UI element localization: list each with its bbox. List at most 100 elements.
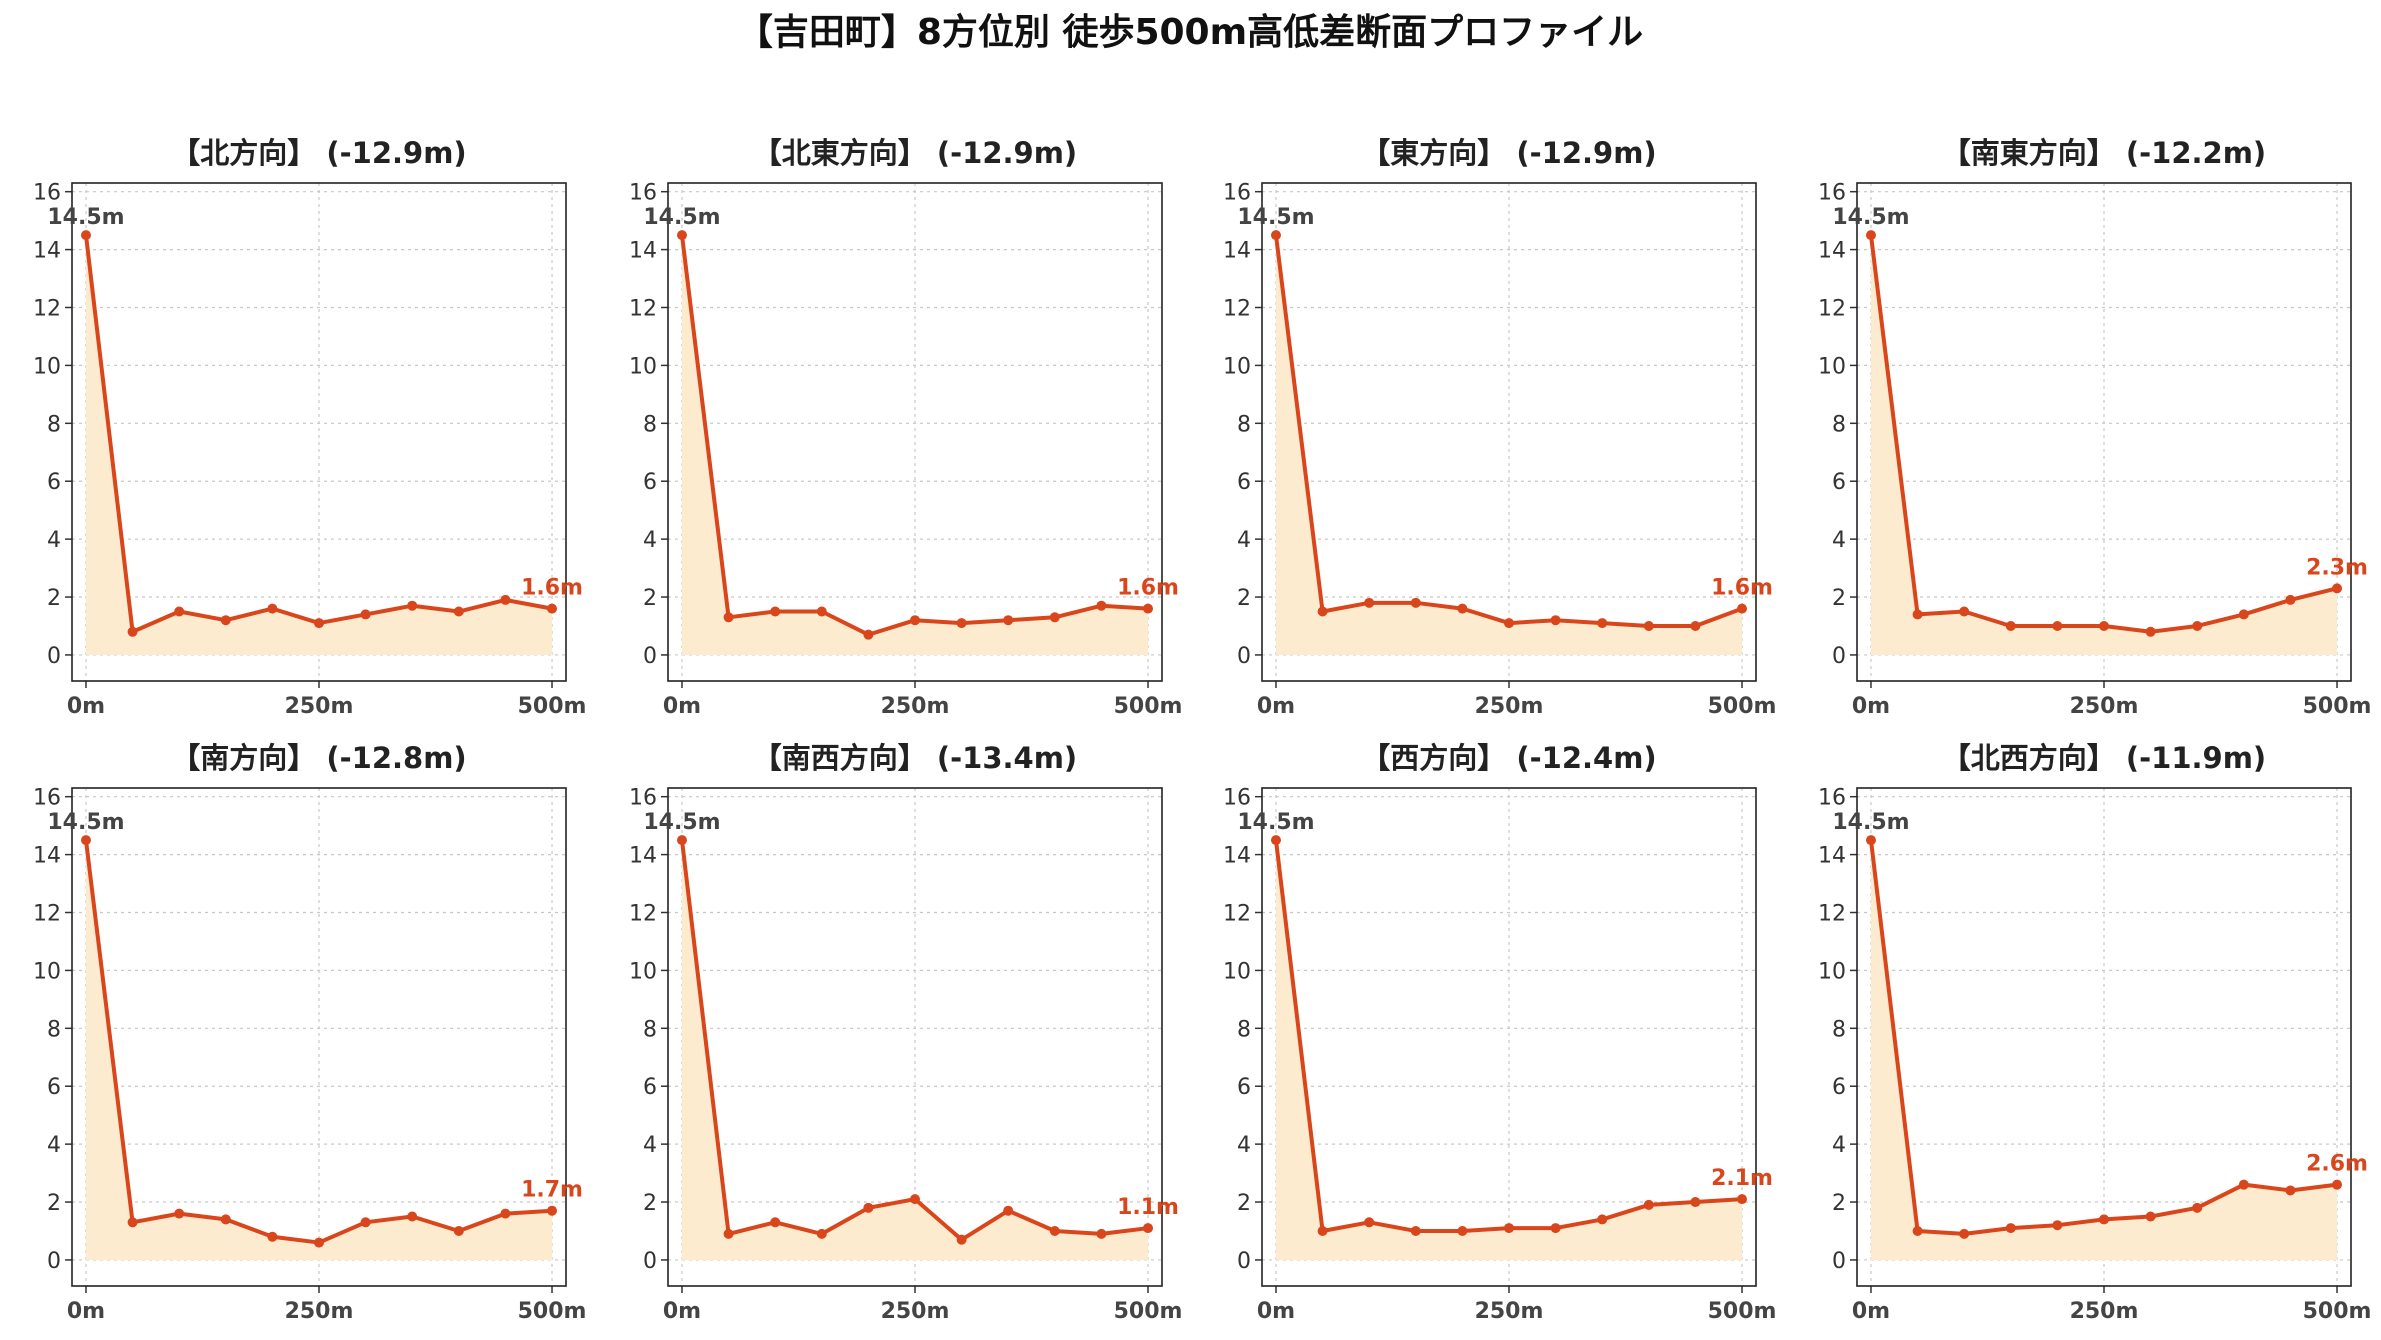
data-point (1270, 835, 1281, 846)
start-value-label: 14.5m (643, 205, 720, 230)
y-tick-label: 10 (33, 354, 61, 379)
y-tick-label: 2 (1237, 1191, 1251, 1216)
data-point (407, 600, 418, 611)
data-point (1049, 612, 1060, 623)
end-value-label: 1.6m (521, 576, 583, 601)
data-point (816, 606, 827, 617)
data-point (220, 615, 231, 626)
start-value-label: 14.5m (643, 810, 720, 835)
y-tick-label: 4 (643, 528, 657, 553)
data-point (723, 1228, 734, 1239)
y-tick-label: 2 (643, 1191, 657, 1216)
y-tick-label: 8 (1237, 412, 1251, 437)
profile-panel: 【北西方向】 (-11.9m) 0 2 4 6 8 10 12 14 16 0m 250m 500m 14… (1818, 741, 2371, 1324)
data-point (1737, 603, 1748, 614)
y-tick-label: 8 (47, 1017, 61, 1042)
data-point (1364, 597, 1375, 608)
y-tick-label: 16 (33, 786, 61, 811)
start-value-label: 14.5m (1237, 810, 1314, 835)
y-tick-label: 8 (643, 1017, 657, 1042)
data-point (863, 629, 874, 640)
y-tick-label: 16 (1223, 786, 1251, 811)
y-tick-label: 4 (1237, 528, 1251, 553)
y-tick-label: 4 (1832, 1133, 1846, 1158)
y-tick-label: 6 (1832, 1075, 1846, 1100)
data-point (1410, 597, 1421, 608)
y-tick-label: 6 (47, 470, 61, 495)
data-point (1457, 1225, 1468, 1236)
y-tick-label: 10 (1818, 959, 1846, 984)
axes-frame (667, 787, 1163, 1287)
y-tick-label: 12 (33, 297, 61, 322)
x-tick-label: 250m (2070, 1299, 2139, 1324)
y-tick-label: 4 (47, 528, 61, 553)
data-point (1643, 1199, 1654, 1210)
panel-grid: 【北方向】 (-12.9m) 0 2 4 6 8 10 12 14 16 0m 250m 500m 14.… (33, 136, 2371, 1324)
y-tick-label: 6 (1237, 470, 1251, 495)
data-point (1865, 230, 1876, 241)
data-point (2005, 1223, 2016, 1234)
profile-panel: 【北方向】 (-12.9m) 0 2 4 6 8 10 12 14 16 0m 250m 500m 14.… (33, 136, 586, 719)
data-point (863, 1202, 874, 1213)
data-point (1504, 1223, 1514, 1234)
profile-area (1275, 840, 1743, 1260)
data-point (1550, 1223, 1561, 1234)
profile-area (1870, 235, 2338, 655)
profile-area (681, 235, 1149, 655)
panel-title: 【南方向】 (-12.8m) (171, 741, 466, 775)
data-point (956, 1234, 967, 1245)
axes-frame (1261, 787, 1757, 1287)
axes-frame (71, 787, 567, 1287)
y-tick-label: 14 (33, 844, 61, 869)
y-tick-label: 0 (47, 644, 61, 669)
y-tick-label: 10 (33, 959, 61, 984)
y-tick-label: 2 (643, 586, 657, 611)
data-point (1550, 615, 1561, 626)
start-value-label: 14.5m (1832, 810, 1909, 835)
axes-frame (1856, 787, 2352, 1287)
data-point (1912, 1225, 1923, 1236)
data-point (2099, 1214, 2109, 1225)
data-point (2285, 1185, 2296, 1196)
y-tick-label: 12 (1223, 297, 1251, 322)
x-tick-label: 0m (1852, 1299, 1890, 1324)
y-tick-label: 8 (1832, 1017, 1846, 1042)
y-tick-label: 4 (643, 1133, 657, 1158)
data-point (1597, 618, 1608, 629)
data-point (1096, 600, 1107, 611)
data-point (500, 594, 511, 605)
data-point (910, 615, 920, 626)
data-point (1270, 230, 1281, 241)
data-point (2052, 1220, 2063, 1231)
data-point (1737, 1194, 1748, 1205)
data-point (314, 1237, 324, 1248)
data-point (1317, 606, 1328, 617)
data-point (676, 835, 687, 846)
y-tick-label: 6 (1237, 1075, 1251, 1100)
x-tick-label: 250m (2070, 694, 2139, 719)
data-point (500, 1208, 511, 1219)
x-tick-label: 500m (1708, 694, 1777, 719)
y-tick-label: 6 (643, 1075, 657, 1100)
data-point (1865, 835, 1876, 846)
data-point (407, 1211, 418, 1222)
y-tick-label: 0 (47, 1249, 61, 1274)
y-tick-label: 0 (1832, 644, 1846, 669)
start-value-label: 14.5m (47, 810, 124, 835)
data-point (127, 1217, 138, 1228)
y-tick-label: 0 (1237, 644, 1251, 669)
y-tick-label: 8 (1832, 412, 1846, 437)
y-tick-label: 0 (1832, 1249, 1846, 1274)
profile-panel: 【西方向】 (-12.4m) 0 2 4 6 8 10 12 14 16 0m 250m 500m 14.… (1223, 741, 1776, 1324)
data-point (174, 1208, 185, 1219)
data-point (956, 618, 967, 629)
y-tick-label: 12 (1818, 297, 1846, 322)
x-tick-label: 500m (1708, 1299, 1777, 1324)
data-point (2145, 626, 2156, 637)
data-point (1457, 603, 1468, 614)
data-point (127, 626, 138, 637)
panel-title: 【北東方向】 (-12.9m) (753, 136, 1077, 170)
x-tick-label: 0m (1257, 1299, 1295, 1324)
y-tick-label: 6 (1832, 470, 1846, 495)
data-point (816, 1228, 827, 1239)
